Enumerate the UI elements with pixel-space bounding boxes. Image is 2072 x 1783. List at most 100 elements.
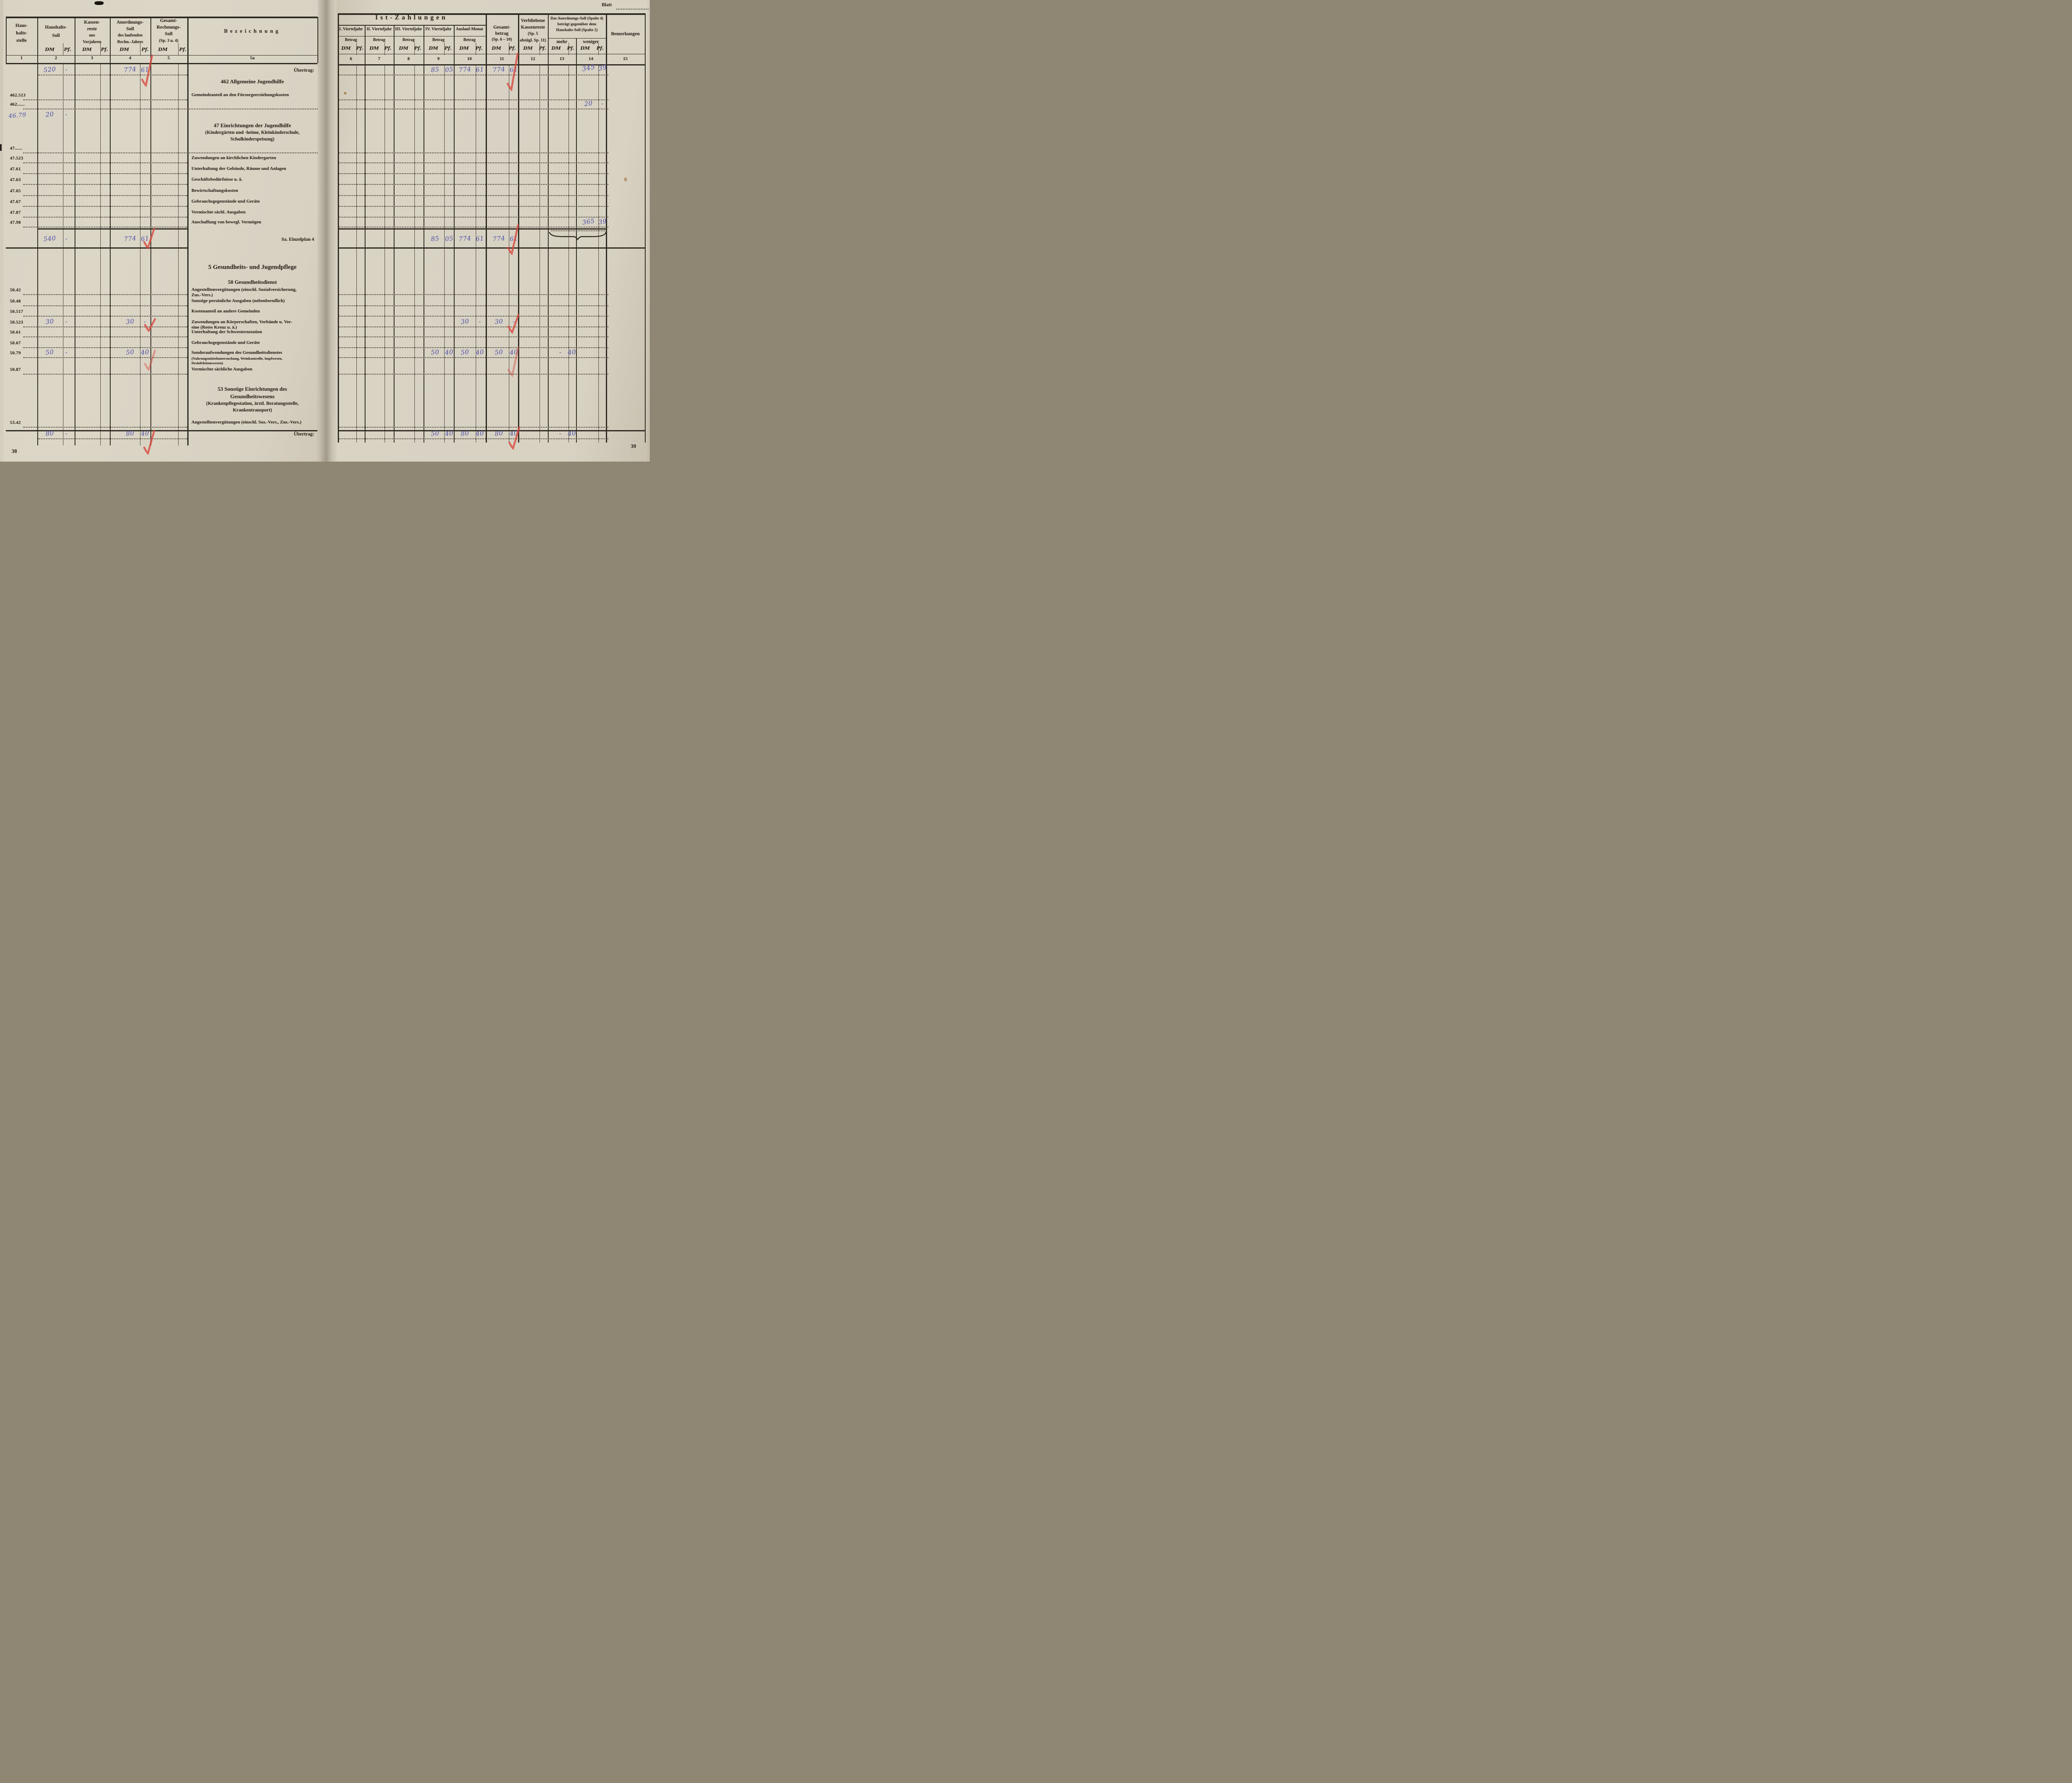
row-bezeichnung: Anschaffung von bewegl. Vermögen (191, 220, 261, 225)
col-verbliebene-kassenreste: Verbliebene (520, 18, 545, 23)
handwritten-amount: 61 (475, 65, 484, 74)
scan-artifact (94, 1, 104, 5)
row-dotted-line (23, 99, 187, 100)
currency-dm-label: DM (428, 45, 438, 51)
row-label: 50.42 (10, 288, 21, 293)
row-dotted-line (338, 195, 608, 196)
row-dotted-line (23, 316, 187, 317)
table-rule-horizontal (548, 38, 606, 39)
red-checkmark (507, 346, 520, 377)
table-rule-vertical (414, 43, 415, 55)
paper-stain (344, 92, 346, 94)
row-dotted-line (23, 336, 187, 337)
table-rule-vertical (338, 64, 339, 443)
table-rule-vertical (606, 64, 607, 443)
table-rule-vertical (645, 64, 646, 443)
row-dotted-line (23, 206, 187, 207)
row-label: 47.63 (10, 177, 21, 182)
currency-pf-label: Pf. (64, 46, 71, 52)
col-gesamtbetrag: (Sp. 6 – 10) (491, 37, 512, 42)
row-bezeichnung: Sonderaufwendungen des Gesundheitsdienst… (191, 350, 282, 355)
handwritten-amount: 774 (458, 234, 472, 243)
column-number: 10 (467, 56, 472, 61)
column-number: 4 (129, 56, 131, 60)
col-anordnung-vs-haushalt: Haushalts-Soll (Spalte 2) (556, 28, 598, 32)
table-rule-vertical (365, 64, 366, 443)
col-q1: I. Vierteljahr (339, 27, 363, 31)
col-auslauf-monat: Auslauf-Monat (455, 27, 484, 31)
handwritten-amount: 05 (445, 235, 454, 243)
section-heading: 5 Gesundheits- und Jugendpflege (208, 264, 297, 271)
underbrace-mark (549, 232, 607, 240)
section-heading: Schulkinderspeisung) (230, 137, 275, 142)
row-dotted-line (338, 99, 608, 100)
table-rule-vertical (645, 13, 646, 64)
row-dotted-line (23, 184, 187, 185)
row-bezeichnung: Unterhaltung der Schwesternstation (191, 329, 262, 334)
table-rule-vertical (576, 64, 577, 443)
row-label: 50.61 (10, 330, 21, 335)
col-bezeichnung: Bezeichnung (224, 28, 281, 34)
row-dotted-line (23, 152, 317, 153)
betrag-label: Betrag (463, 38, 476, 42)
red-checkmark (143, 227, 155, 250)
column-number: 6 (350, 56, 352, 61)
currency-dm-label: DM (580, 45, 590, 51)
column-number: 5a (250, 56, 255, 60)
col-haushaltsstelle: stelle (16, 38, 27, 43)
row-dotted-line (23, 305, 187, 306)
currency-pf-label: Pf. (356, 45, 363, 51)
col-haushalts-soll: Haushalts- (45, 25, 67, 30)
row-bezeichnung: (Nahrungsmitteluntersuchung, Weinkontrol… (191, 356, 283, 360)
red-checkmark (506, 53, 519, 92)
handwritten-amount: 30 (460, 317, 470, 326)
row-bezeichnung: Übertrag: (293, 68, 314, 73)
col-haushaltsstelle: halts- (16, 31, 27, 36)
table-rule-vertical (178, 43, 179, 55)
col-anordnung-vs-haushalt: Das Anordnungs-Soll (Spalte 4) (550, 17, 603, 21)
blatt-label: Blatt (602, 2, 612, 7)
section-heading: 53 Sonstige Einrichtungen des (218, 386, 287, 392)
col-q4: IV. Vierteljahr (425, 27, 452, 31)
ist-zahlungen-title: Ist-Zahlungen (375, 14, 448, 21)
table-rule-horizontal (338, 247, 645, 249)
red-checkmark (141, 54, 153, 87)
handwritten-amount: 20 (45, 110, 54, 119)
currency-dm-label: DM (459, 45, 469, 51)
page-number-right: 39 (631, 443, 636, 449)
row-bezeichnung: Kostenanteil an andere Gemeinden (191, 309, 260, 314)
handwritten-amount: 40 (475, 348, 484, 356)
column-number: 11 (499, 56, 504, 61)
row-dotted-line (338, 374, 608, 375)
col-weniger: weniger (583, 39, 599, 44)
row-label: 47.67 (10, 199, 21, 204)
row-dotted-line (338, 438, 608, 439)
column-number: 13 (559, 56, 564, 61)
handwritten-amount: 50 (494, 348, 503, 356)
row-bezeichnung: Sa. Einzelplan 4 (281, 237, 314, 242)
row-bezeichnung: Gebrauchsgegenstände und Geräte (191, 199, 260, 204)
handwritten-amount: 30 (494, 317, 503, 326)
table-rule-vertical (598, 43, 599, 55)
handwritten-amount: 40 (567, 429, 576, 438)
row-bezeichnung: Angestelltenvergütungen (einschl. Sozial… (191, 287, 297, 292)
betrag-label: Betrag (373, 38, 385, 42)
page-number-left: 38 (12, 448, 17, 454)
row-bezeichnung: Vermischte sächliche Ausgaben (191, 367, 252, 372)
col-gesamt-rechnungs-soll: Rechnungs- (156, 25, 181, 30)
handwritten-amount: 40 (445, 348, 454, 356)
row-dotted-line (551, 230, 605, 231)
currency-pf-label: Pf. (141, 46, 149, 52)
column-number: 14 (588, 56, 593, 61)
currency-dm-label: DM (341, 45, 351, 51)
handwritten-amount: 774 (492, 234, 506, 243)
handwritten-amount: 774 (492, 65, 506, 74)
section-heading: (Kindergärten und -heime, Kleinkindersch… (205, 130, 300, 135)
currency-dm-label: DM (369, 45, 379, 51)
column-number: 15 (623, 56, 628, 61)
row-dotted-line (23, 162, 187, 163)
col-q3: III. Vierteljahr (395, 27, 422, 31)
handwritten-amount: 50 (126, 348, 135, 356)
row-label: 53.42 (10, 420, 21, 425)
table-rule-vertical (444, 43, 445, 55)
